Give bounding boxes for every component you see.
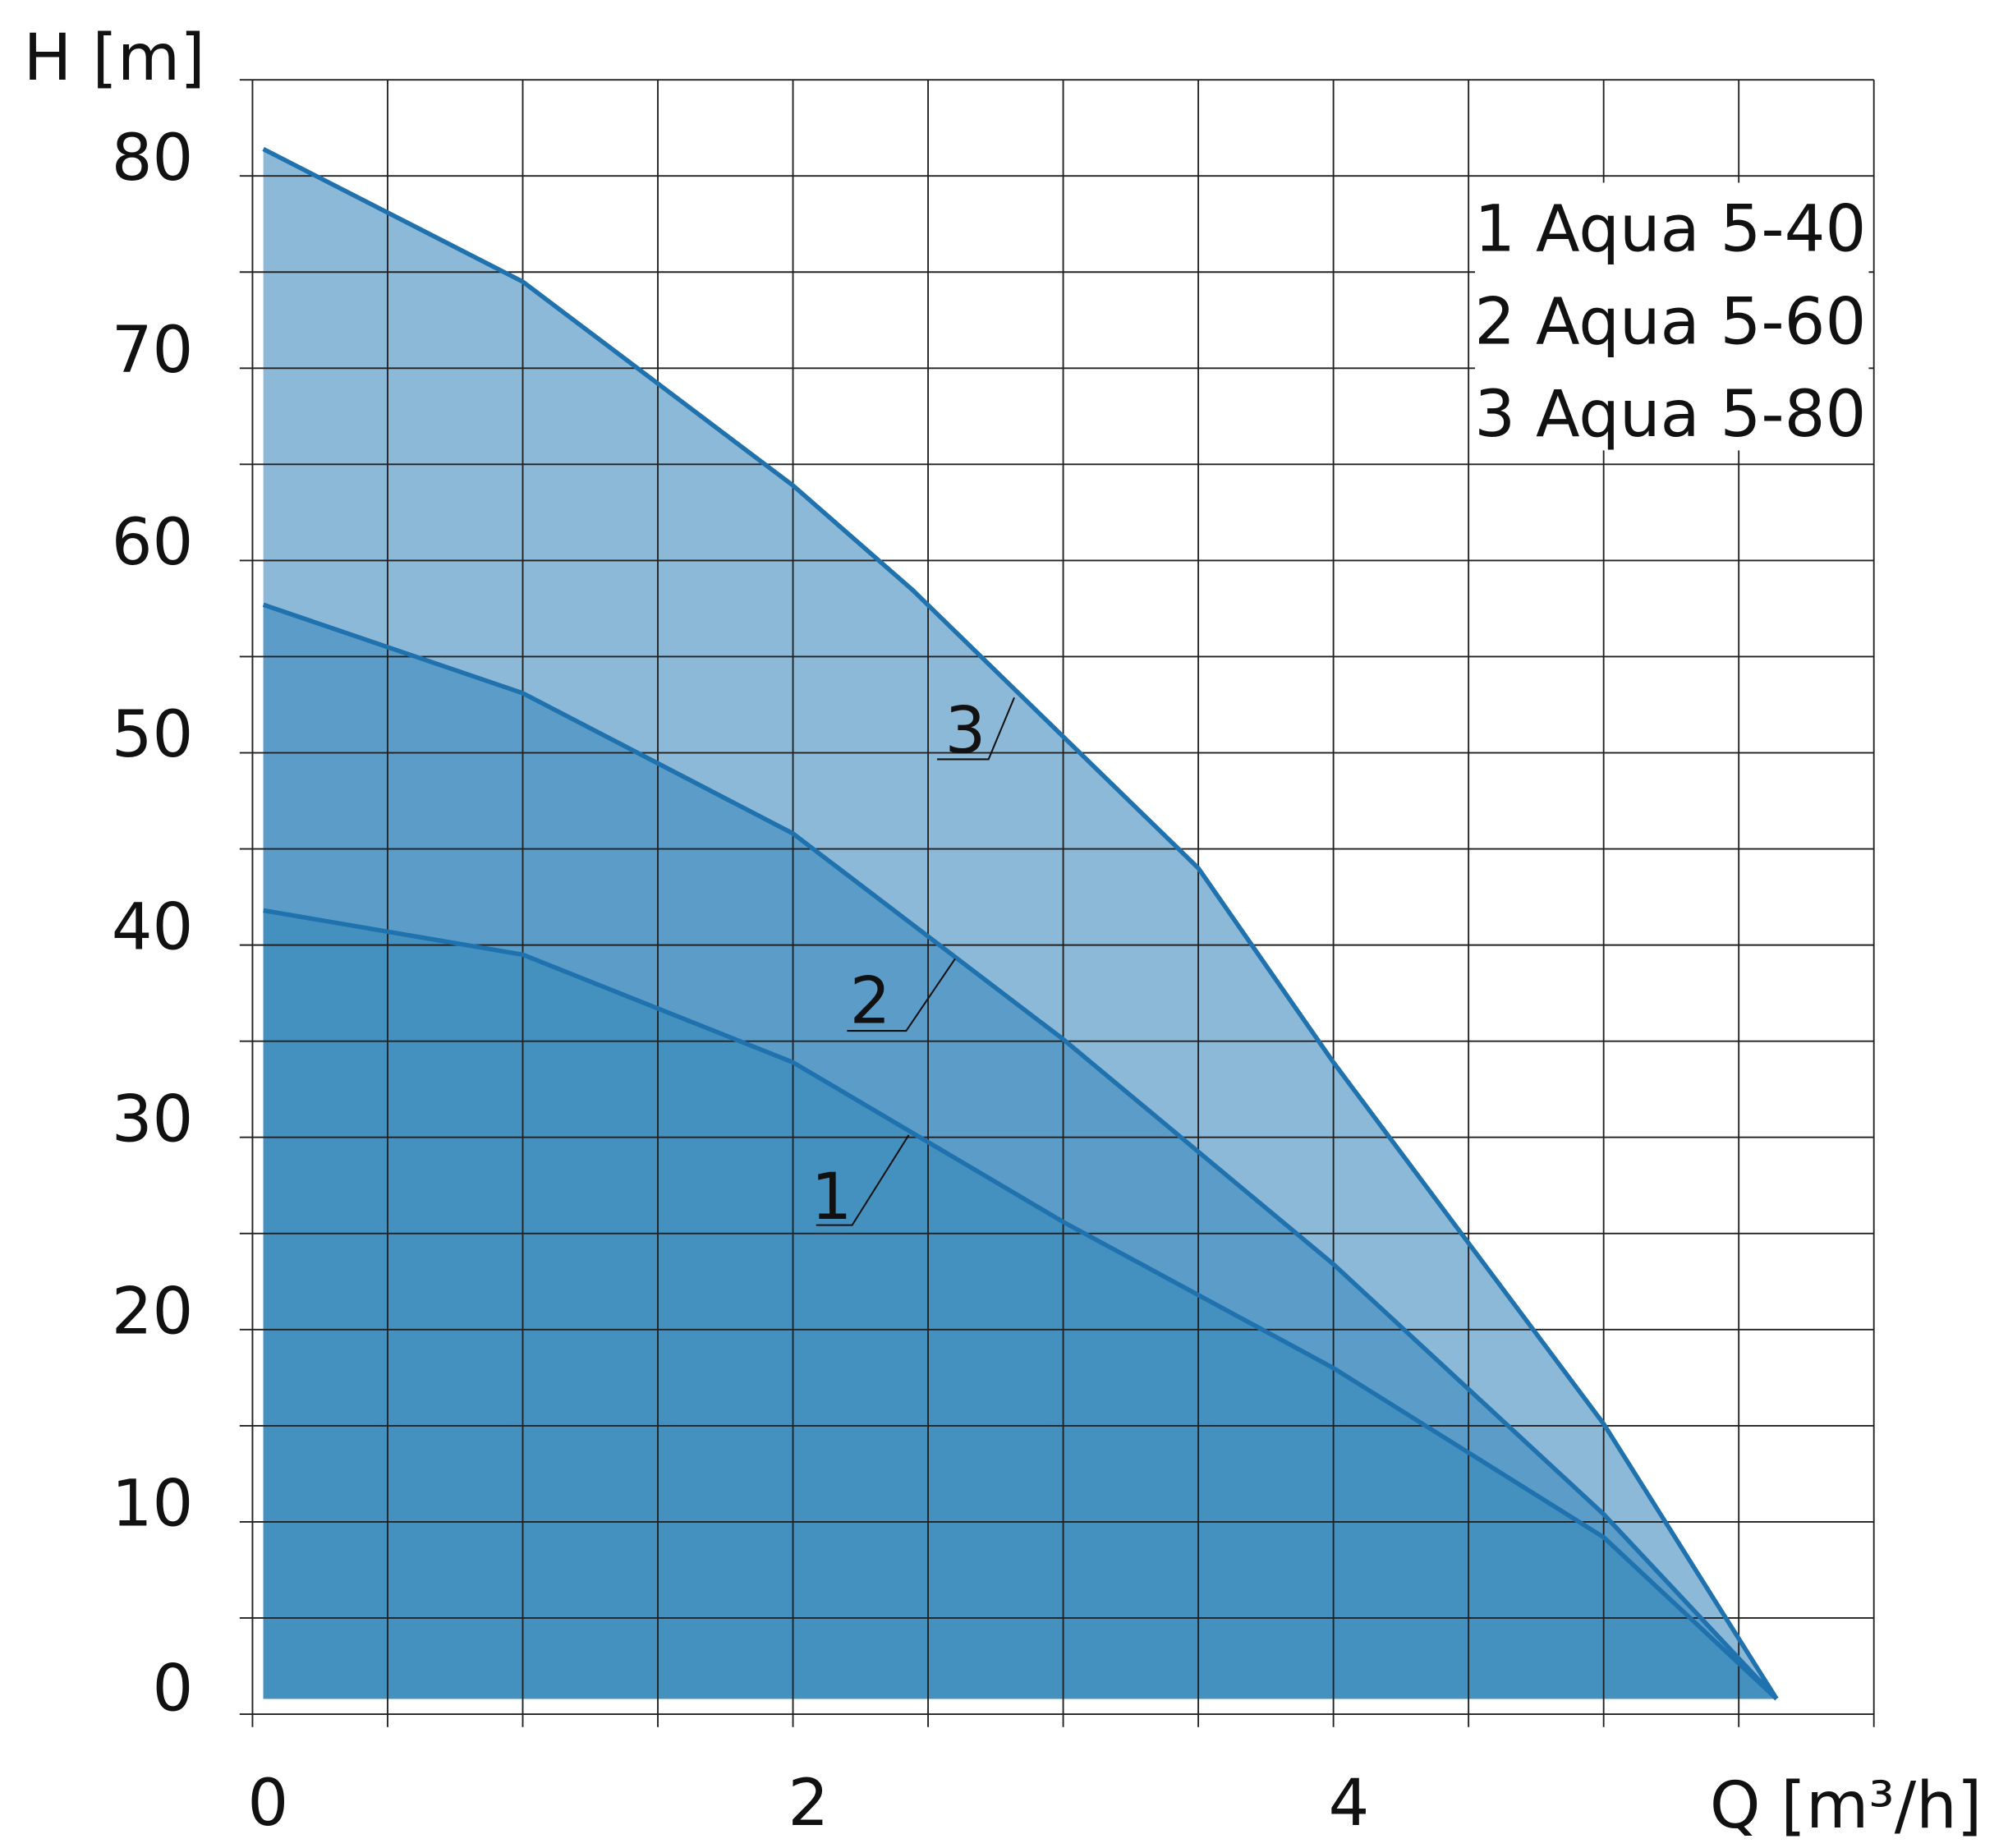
- legend-background: [1474, 182, 1869, 451]
- y-tick-label: 80: [112, 121, 194, 195]
- y-tick-label: 60: [112, 505, 194, 580]
- series-3-line: [262, 146, 1779, 1700]
- legend-entry: 3 Aqua 5-80: [1474, 377, 1866, 452]
- y-tick-label: 10: [112, 1467, 194, 1542]
- series-2-line: [262, 602, 1779, 1701]
- curve-label: 1: [811, 1160, 852, 1234]
- y-tick-label: 40: [112, 890, 194, 964]
- curve-label-leader: [937, 696, 1015, 761]
- curve-label-leader: [847, 958, 956, 1032]
- curve-label: 3: [945, 694, 986, 769]
- curve-label-leader: [816, 1134, 910, 1226]
- x-tick-label: 0: [247, 1766, 288, 1841]
- y-tick-label: 30: [112, 1082, 194, 1156]
- y-tick-label: 70: [112, 313, 194, 388]
- x-axis-label: Q [m³/h]: [1710, 1768, 1982, 1843]
- series-1-line: [263, 908, 1779, 1701]
- legend: 1 Aqua 5-40 2 Aqua 5-60 3 Aqua 5-80: [1474, 192, 1866, 453]
- x-tick-label: 2: [788, 1766, 829, 1841]
- curve-label: 2: [850, 964, 891, 1039]
- y-tick-label: 20: [112, 1275, 194, 1349]
- y-tick-label: 0: [153, 1651, 194, 1726]
- y-tick-label: 50: [112, 697, 194, 772]
- x-tick-label: 4: [1328, 1766, 1369, 1841]
- legend-entry: 2 Aqua 5-60: [1474, 284, 1866, 359]
- series-1-area: [263, 910, 1777, 1699]
- y-axis-label: H [m]: [24, 21, 205, 95]
- legend-entry: 1 Aqua 5-40: [1474, 192, 1866, 267]
